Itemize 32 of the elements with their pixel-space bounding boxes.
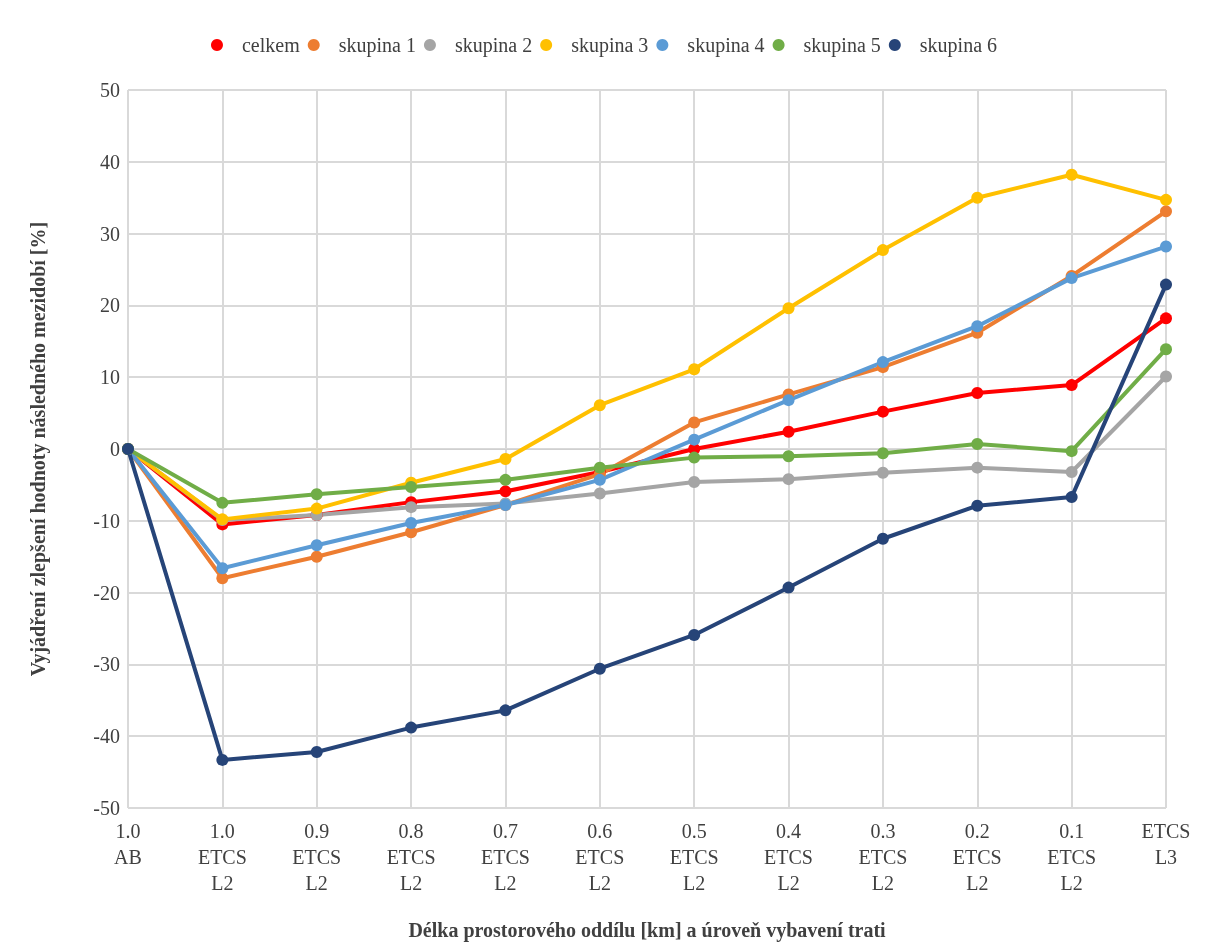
x-tick-label: 0.8 ETCS L2 <box>386 820 436 894</box>
legend-label: skupina 3 <box>571 34 649 57</box>
y-tick-label: -30 <box>93 653 120 676</box>
y-tick-label: 30 <box>100 222 120 245</box>
legend-label: skupina 2 <box>454 34 533 57</box>
x-tick-label: 0.5 ETCS L2 <box>669 820 719 894</box>
x-tick-label: 0.9 ETCS L2 <box>292 820 342 894</box>
legend-label: skupina 1 <box>338 34 416 57</box>
legend-label: celkem <box>241 34 301 56</box>
legend-label: skupina 6 <box>919 34 998 57</box>
y-tick-label: -10 <box>93 509 120 532</box>
x-tick-label: 0.7 ETCS L2 <box>481 820 530 894</box>
y-tick-label: 40 <box>100 150 120 173</box>
x-tick-label: ETCS L3 <box>1141 820 1191 868</box>
y-tick-label: 0 <box>110 438 120 460</box>
legend-label: skupina 4 <box>687 34 765 57</box>
legend-label: skupina 5 <box>803 34 881 57</box>
x-tick-label: 1.0 AB <box>114 820 142 868</box>
y-tick-label: 10 <box>100 366 120 389</box>
x-tick-label: 1.0 ETCS L2 <box>197 820 247 894</box>
y-tick-label: 20 <box>100 294 120 317</box>
x-axis-title: Délka prostorového oddílu [km] a úroveň vybavení trati <box>408 919 887 942</box>
x-tick-label: 0.6 ETCS L2 <box>575 820 625 894</box>
y-tick-label: -20 <box>93 581 120 604</box>
y-tick-label: -40 <box>93 725 120 748</box>
y-axis-title: Vyjádření zlepšení hodnoty následného mezidobí [%] <box>27 221 50 677</box>
x-tick-label: 0.3 ETCS L2 <box>858 820 908 894</box>
x-tick-label: 0.2 ETCS L2 <box>952 820 1002 894</box>
x-tick-label: 0.4 ETCS L2 <box>764 820 813 894</box>
y-tick-label: -50 <box>93 797 120 819</box>
y-tick-label: 50 <box>100 79 120 101</box>
x-tick-label: 0.1 ETCS L2 <box>1047 820 1097 894</box>
